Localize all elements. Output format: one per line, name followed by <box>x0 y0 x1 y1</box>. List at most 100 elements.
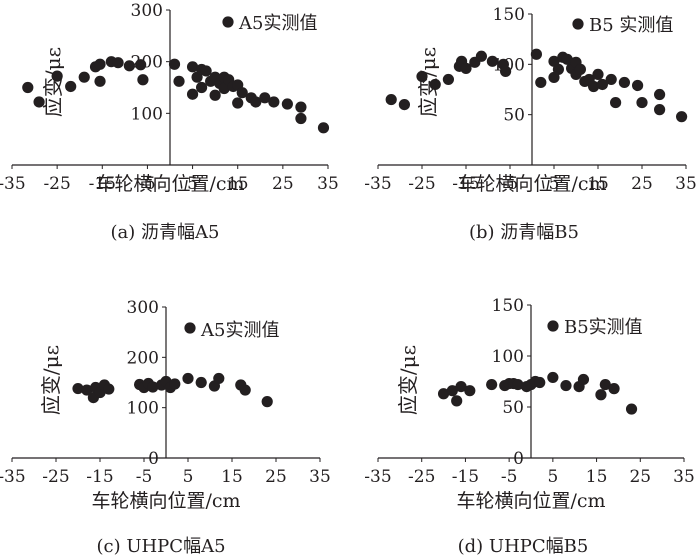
x-axis-label: 车轮横向位置/cm <box>456 490 605 512</box>
data-point <box>534 376 546 389</box>
x-tick-label: 35 <box>675 174 697 194</box>
x-tick-label: 25 <box>272 174 294 194</box>
y-tick-label: 200 <box>131 53 163 73</box>
data-point <box>65 80 77 93</box>
data-point <box>239 384 251 396</box>
y-axis-label: 应变/με <box>396 345 420 415</box>
data-point <box>186 88 199 100</box>
data-point <box>398 99 410 111</box>
data-point <box>72 382 84 395</box>
data-point <box>561 53 573 65</box>
x-tick-label: -25 <box>42 467 69 487</box>
data-point <box>552 63 565 75</box>
data-point <box>654 104 666 116</box>
x-tick-label: 25 <box>631 174 653 194</box>
data-point <box>632 79 644 92</box>
legend-marker <box>184 322 196 334</box>
x-tick-label: 15 <box>587 174 609 194</box>
data-point <box>588 80 600 93</box>
panel-caption: (b) 沥青幅B5 <box>469 222 579 243</box>
data-point <box>81 384 93 396</box>
x-tick-label: -5 <box>139 174 156 194</box>
data-point <box>547 371 559 384</box>
data-point <box>295 112 307 125</box>
y-tick-label: 0 <box>148 449 159 469</box>
data-point <box>610 96 622 109</box>
data-point <box>123 60 135 72</box>
y-tick-label: 100 <box>131 104 163 124</box>
data-point <box>455 381 467 393</box>
data-point <box>147 381 159 393</box>
data-point <box>486 55 498 67</box>
y-tick-label: 50 <box>503 106 525 126</box>
panel-caption: (a) 沥青幅A5 <box>111 222 220 243</box>
data-point <box>268 96 280 108</box>
x-tick-label: 5 <box>183 467 194 487</box>
legend-marker <box>572 18 584 30</box>
data-point <box>173 75 185 87</box>
data-point <box>599 378 611 391</box>
x-tick-label: -25 <box>43 174 70 194</box>
data-point <box>595 389 607 401</box>
data-point <box>22 81 34 94</box>
x-tick-label: -35 <box>0 467 26 487</box>
data-point <box>33 96 45 108</box>
y-tick-label: 0 <box>513 449 524 469</box>
legend-marker <box>222 16 234 28</box>
x-tick-label: 35 <box>317 174 339 194</box>
data-point <box>51 70 63 82</box>
data-point <box>446 385 458 397</box>
legend-label: B5实测值 <box>564 317 643 338</box>
data-point <box>137 74 149 86</box>
data-point <box>209 89 221 101</box>
x-tick-label: 5 <box>187 174 198 194</box>
data-point <box>608 383 620 395</box>
y-tick-label: 50 <box>502 398 524 418</box>
x-tick-label: -35 <box>364 467 391 487</box>
data-point <box>385 93 397 106</box>
legend-label: B5 实测值 <box>589 15 673 36</box>
data-point <box>592 68 604 80</box>
data-point <box>560 379 572 392</box>
data-point <box>574 63 587 75</box>
data-point <box>535 76 547 89</box>
x-axis-label: 车轮横向位置/cm <box>95 173 244 195</box>
y-tick-label: 150 <box>493 5 525 25</box>
data-point <box>218 82 230 95</box>
data-point <box>577 373 590 386</box>
x-tick-label: -5 <box>501 467 518 487</box>
y-tick-label: 100 <box>492 347 524 367</box>
x-tick-label: 15 <box>586 467 608 487</box>
data-point <box>169 378 181 390</box>
x-tick-label: 5 <box>549 174 560 194</box>
data-point <box>654 88 666 101</box>
data-point <box>486 378 498 391</box>
data-point <box>618 76 631 89</box>
data-point <box>232 97 244 109</box>
data-point <box>429 78 441 91</box>
y-tick-label: 150 <box>492 296 524 316</box>
data-point <box>200 65 212 77</box>
data-point <box>103 383 115 395</box>
data-point <box>605 73 617 86</box>
chart-panel-2: -35-25-15-5515253550100150B5 实测值应变/με车轮横… <box>364 5 697 243</box>
x-tick-label: -35 <box>0 174 26 194</box>
data-point <box>94 75 106 87</box>
x-tick-label: 15 <box>221 467 243 487</box>
data-point <box>676 111 688 123</box>
data-point <box>596 78 609 91</box>
legend-label: A5实测值 <box>238 13 317 34</box>
x-tick-label: 35 <box>309 467 331 487</box>
x-tick-label: -25 <box>408 467 435 487</box>
y-axis-label: 应变/με <box>41 47 65 117</box>
data-point <box>442 73 454 86</box>
data-point <box>186 61 199 73</box>
data-point <box>281 98 293 110</box>
data-point <box>500 65 512 77</box>
legend-label: A5实测值 <box>200 320 279 341</box>
y-axis-label: 应变/με <box>39 345 63 415</box>
